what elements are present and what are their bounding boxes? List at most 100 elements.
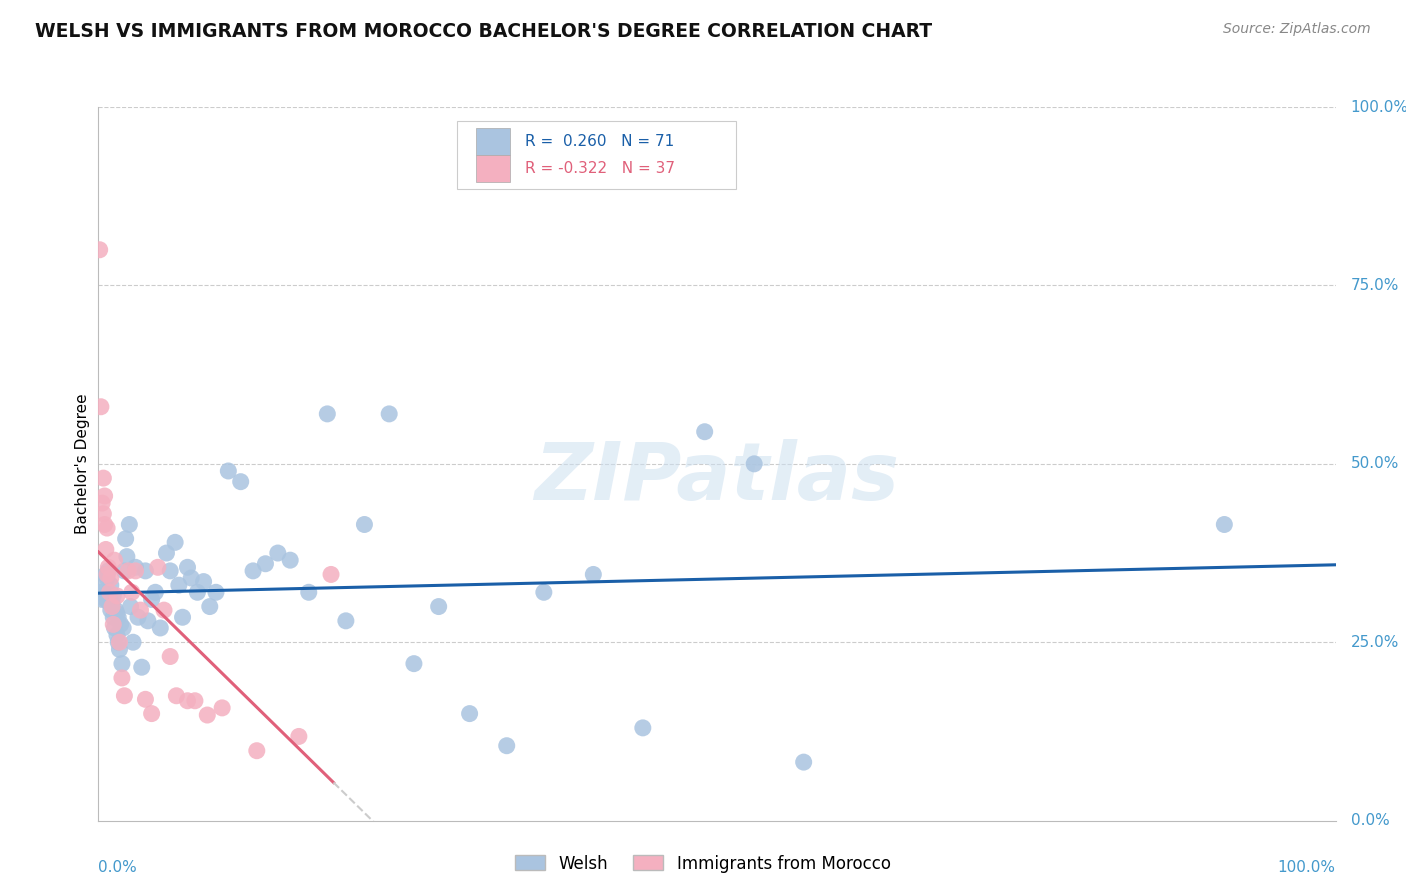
- Point: [96, 567, 118, 582]
- FancyBboxPatch shape: [457, 121, 735, 189]
- Point: [134, 564, 156, 578]
- Point: [229, 475, 252, 489]
- Point: [91, 496, 114, 510]
- Point: [149, 621, 172, 635]
- Point: [98, 596, 121, 610]
- Point: [105, 607, 128, 621]
- Point: [89, 243, 111, 257]
- Point: [117, 564, 139, 578]
- Point: [793, 755, 815, 769]
- Point: [217, 464, 239, 478]
- Text: Source: ZipAtlas.com: Source: ZipAtlas.com: [1223, 22, 1371, 37]
- Point: [278, 553, 301, 567]
- Point: [105, 589, 128, 603]
- Point: [176, 694, 198, 708]
- Point: [129, 603, 152, 617]
- Point: [93, 471, 115, 485]
- Point: [402, 657, 425, 671]
- Point: [211, 701, 233, 715]
- Text: ZIPatlas: ZIPatlas: [534, 439, 900, 517]
- Point: [121, 585, 143, 599]
- Point: [111, 657, 134, 671]
- Point: [378, 407, 401, 421]
- Point: [112, 689, 135, 703]
- Point: [93, 517, 115, 532]
- Point: [693, 425, 716, 439]
- Text: WELSH VS IMMIGRANTS FROM MOROCCO BACHELOR'S DEGREE CORRELATION CHART: WELSH VS IMMIGRANTS FROM MOROCCO BACHELO…: [35, 22, 932, 41]
- Point: [124, 564, 146, 578]
- Point: [427, 599, 450, 614]
- Point: [131, 660, 153, 674]
- Point: [91, 592, 114, 607]
- Text: 100.0%: 100.0%: [1278, 860, 1336, 875]
- Point: [288, 730, 311, 744]
- Point: [582, 567, 605, 582]
- Point: [108, 642, 131, 657]
- Point: [742, 457, 765, 471]
- Point: [94, 592, 117, 607]
- Point: [120, 599, 142, 614]
- Point: [159, 564, 181, 578]
- Point: [107, 635, 129, 649]
- Point: [114, 532, 136, 546]
- Point: [112, 564, 135, 578]
- Text: 0.0%: 0.0%: [1351, 814, 1389, 828]
- Text: R =  0.260   N = 71: R = 0.260 N = 71: [526, 135, 675, 149]
- Point: [115, 549, 138, 564]
- Point: [141, 592, 163, 607]
- Point: [108, 635, 131, 649]
- Point: [103, 553, 125, 567]
- Point: [100, 603, 122, 617]
- Point: [101, 596, 124, 610]
- Point: [335, 614, 357, 628]
- Point: [193, 574, 215, 589]
- Text: 50.0%: 50.0%: [1351, 457, 1399, 471]
- Point: [195, 708, 218, 723]
- Point: [298, 585, 321, 599]
- Point: [631, 721, 654, 735]
- Point: [93, 589, 115, 603]
- Point: [94, 542, 117, 557]
- Point: [146, 560, 169, 574]
- Point: [159, 649, 181, 664]
- FancyBboxPatch shape: [475, 128, 510, 155]
- Point: [94, 567, 117, 582]
- Point: [107, 610, 129, 624]
- Point: [110, 617, 132, 632]
- Point: [1213, 517, 1236, 532]
- Point: [103, 617, 125, 632]
- Point: [167, 578, 190, 592]
- Point: [254, 557, 277, 571]
- Point: [246, 744, 269, 758]
- Point: [104, 603, 127, 617]
- Point: [97, 560, 120, 574]
- Point: [165, 689, 187, 703]
- Point: [103, 610, 125, 624]
- Point: [184, 694, 207, 708]
- Point: [96, 521, 118, 535]
- Point: [96, 571, 118, 585]
- Point: [267, 546, 290, 560]
- Point: [103, 589, 125, 603]
- Point: [112, 621, 135, 635]
- Point: [242, 564, 264, 578]
- Point: [153, 603, 176, 617]
- Point: [172, 610, 194, 624]
- Point: [143, 585, 166, 599]
- Point: [105, 628, 128, 642]
- Point: [90, 400, 112, 414]
- Point: [111, 671, 134, 685]
- Point: [122, 635, 145, 649]
- Point: [165, 535, 187, 549]
- Point: [134, 692, 156, 706]
- Point: [186, 585, 208, 599]
- Point: [316, 407, 339, 421]
- Point: [533, 585, 555, 599]
- Y-axis label: Bachelor's Degree: Bachelor's Degree: [75, 393, 90, 534]
- Point: [100, 571, 122, 585]
- Point: [180, 571, 202, 585]
- FancyBboxPatch shape: [475, 155, 510, 182]
- Point: [458, 706, 481, 721]
- Point: [103, 621, 125, 635]
- Text: 75.0%: 75.0%: [1351, 278, 1399, 293]
